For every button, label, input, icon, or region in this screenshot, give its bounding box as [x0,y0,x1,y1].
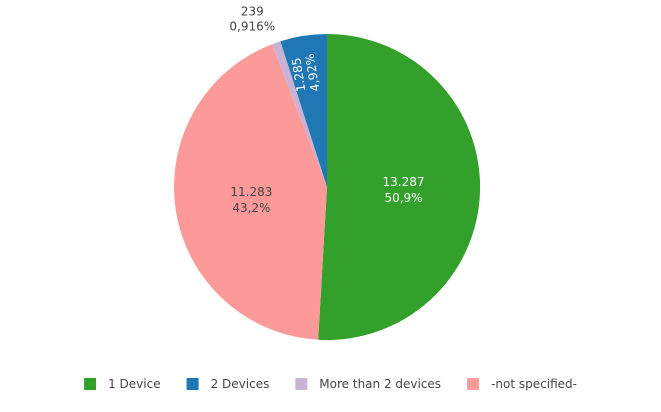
legend-swatch-more-than-2-devices [295,378,308,390]
legend-item-not-specified[interactable]: -not specified- [467,377,577,391]
legend-label-1-device: 1 Device [108,377,161,391]
slice-percent-label-more-than-2-devices: 0,916% [229,19,275,33]
slice-value-label-2-devices: 1.285 [289,57,308,93]
legend-label-2-devices: 2 Devices [211,377,270,391]
slice-percent-label-2-devices: 4,92% [303,53,323,93]
legend-item-2-devices[interactable]: 2 Devices [186,377,270,391]
legend-label-not-specified: -not specified- [491,377,577,391]
legend-item-more-than-2-devices[interactable]: More than 2 devices [295,377,441,391]
slice-value-label-more-than-2-devices: 239 [241,4,264,18]
legend-swatch-not-specified [467,378,480,390]
legend-swatch-2-devices [186,378,199,390]
pie-slice-more-than-2-devices[interactable] [272,41,327,187]
legend: 1 Device 2 Devices More than 2 devices -not… [84,377,577,391]
slice-value-label-1-device: 13.287 [383,175,425,189]
slice-percent-label-not-specified: 43,2% [232,201,270,215]
legend-item-1-device[interactable]: 1 Device [84,377,161,391]
legend-label-more-than-2-devices: More than 2 devices [319,377,441,391]
slice-value-label-not-specified: 11.283 [230,185,272,199]
slice-percent-label-1-device: 50,9% [384,191,422,205]
legend-swatch-1-device [84,378,97,390]
pie-slice-2-devices[interactable] [280,34,327,187]
pie-slice-1-device[interactable] [318,33,481,340]
pie-slice-not-specified[interactable] [174,44,327,340]
pie-slices [174,33,481,340]
